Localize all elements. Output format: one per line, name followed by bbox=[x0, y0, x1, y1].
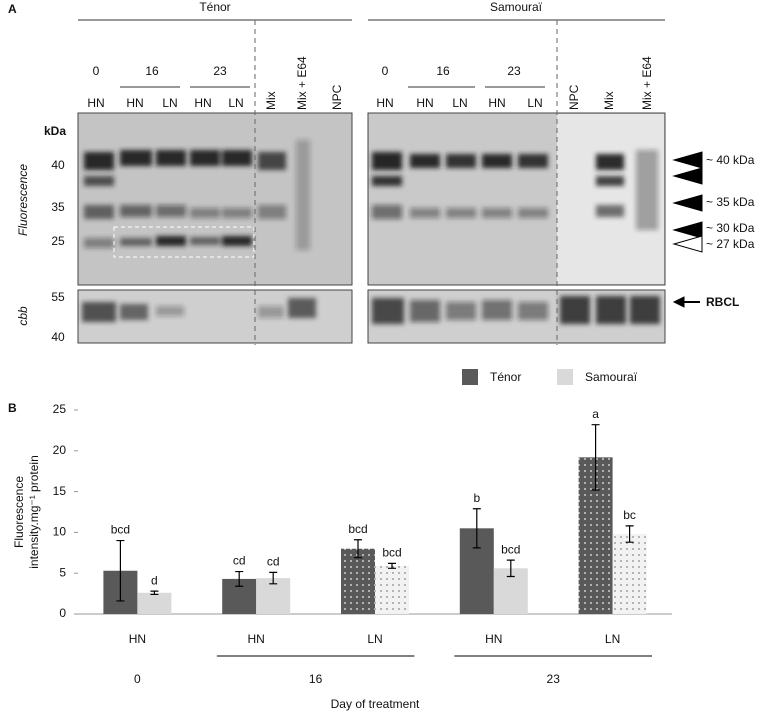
day-label: 23 bbox=[213, 64, 227, 78]
y-tick-label: 15 bbox=[53, 484, 67, 498]
error-bar bbox=[354, 539, 362, 559]
lane-label: LN bbox=[527, 96, 542, 110]
legend-swatch bbox=[557, 369, 573, 385]
significance-label: a bbox=[592, 407, 599, 421]
axis-label: Fluorescence bbox=[16, 164, 30, 236]
band-arrows bbox=[672, 151, 703, 308]
y-tick-label: 25 bbox=[53, 402, 67, 416]
group-label: 23 bbox=[547, 672, 561, 686]
group-label: 0 bbox=[134, 672, 141, 686]
axis-label: cbb bbox=[16, 306, 30, 326]
day-label: 0 bbox=[382, 64, 389, 78]
error-bar bbox=[506, 559, 515, 578]
y-tick-label: 0 bbox=[59, 606, 66, 620]
axis-title: Day of treatment bbox=[331, 697, 420, 711]
band-label: RBCL bbox=[706, 295, 739, 309]
significance-label: bcd bbox=[111, 523, 130, 537]
marker-label: 35 bbox=[51, 200, 65, 214]
error-bar bbox=[388, 562, 396, 569]
marker-label: 40 bbox=[51, 330, 65, 344]
y-tick-label: 10 bbox=[53, 525, 67, 539]
bar bbox=[341, 548, 375, 614]
lane-label: Mix bbox=[264, 91, 278, 110]
significance-label: cd bbox=[267, 555, 280, 569]
error-bar bbox=[591, 424, 600, 491]
band-label: ~ 40 kDa bbox=[706, 153, 755, 167]
x-tick-label: HN bbox=[248, 632, 265, 646]
bar bbox=[375, 565, 409, 614]
marker-label: 55 bbox=[51, 290, 65, 304]
error-bar bbox=[116, 539, 125, 602]
significance-label: bc bbox=[623, 508, 636, 522]
lane-label: HN bbox=[416, 96, 433, 110]
bar bbox=[137, 592, 172, 614]
lane-label: HN bbox=[87, 96, 104, 110]
error-bar bbox=[150, 590, 159, 596]
x-tick-label: HN bbox=[485, 632, 502, 646]
kda-label: kDa bbox=[44, 124, 66, 138]
bar bbox=[612, 534, 647, 614]
lane-label: HN bbox=[194, 96, 211, 110]
day-label: 16 bbox=[436, 64, 450, 78]
group-title: Samouraï bbox=[490, 0, 543, 14]
x-tick-label: LN bbox=[605, 632, 620, 646]
axis-title: intensity.mg⁻¹ protein bbox=[27, 455, 41, 569]
error-bar bbox=[235, 570, 244, 587]
legend-swatch bbox=[462, 369, 478, 385]
error-bar bbox=[472, 508, 481, 549]
group-lines bbox=[78, 19, 665, 88]
band-label: ~ 27 kDa bbox=[706, 237, 755, 251]
lane-label: Mix + E64 bbox=[640, 56, 654, 110]
significance-label: cd bbox=[233, 554, 246, 568]
panel-label: B bbox=[8, 401, 17, 415]
lane-label: HN bbox=[126, 96, 143, 110]
lane-label: Mix + E64 bbox=[295, 56, 309, 110]
significance-label: b bbox=[473, 491, 480, 505]
band-label: ~ 35 kDa bbox=[706, 195, 755, 209]
day-label: 16 bbox=[145, 64, 159, 78]
legend-label: Samouraï bbox=[585, 370, 638, 384]
error-bar bbox=[269, 571, 278, 585]
significance-label: bcd bbox=[382, 546, 401, 560]
axis-title: Fluorescence bbox=[12, 476, 26, 548]
lane-label: HN bbox=[488, 96, 505, 110]
y-tick-label: 20 bbox=[53, 443, 67, 457]
lane-label: LN bbox=[162, 96, 177, 110]
panel-label: A bbox=[8, 2, 17, 16]
gel-images bbox=[77, 20, 666, 345]
x-tick-label: LN bbox=[367, 632, 382, 646]
legend-label: Ténor bbox=[490, 370, 521, 384]
lane-label: LN bbox=[452, 96, 467, 110]
band-label: ~ 30 kDa bbox=[706, 221, 755, 235]
lane-label: LN bbox=[228, 96, 243, 110]
marker-label: 25 bbox=[51, 234, 65, 248]
group-title: Ténor bbox=[199, 0, 230, 14]
lane-label: Mix bbox=[602, 91, 616, 110]
lane-label: NPC bbox=[330, 84, 344, 110]
lane-label: HN bbox=[376, 96, 393, 110]
marker-label: 40 bbox=[51, 158, 65, 172]
significance-label: bcd bbox=[348, 522, 367, 536]
y-tick-label: 5 bbox=[59, 565, 66, 579]
significance-label: d bbox=[151, 573, 158, 587]
day-label: 23 bbox=[507, 64, 521, 78]
group-label: 16 bbox=[309, 672, 323, 686]
day-label: 0 bbox=[93, 64, 100, 78]
x-tick-label: HN bbox=[129, 632, 146, 646]
lane-label: NPC bbox=[567, 84, 581, 110]
error-bar bbox=[625, 525, 634, 543]
significance-label: bcd bbox=[501, 542, 520, 556]
